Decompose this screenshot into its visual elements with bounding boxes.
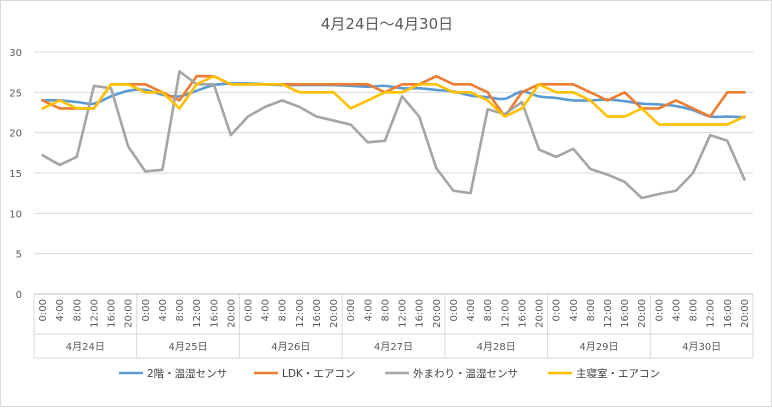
day-label: 4月29日 bbox=[579, 341, 618, 353]
x-tick-label: 20:00 bbox=[535, 299, 546, 328]
legend-label: LDK・エアコン bbox=[282, 368, 355, 380]
x-tick-label: 20:00 bbox=[637, 299, 648, 328]
legend-label: 主寝室・エアコン bbox=[576, 367, 660, 380]
x-tick-label: 12:00 bbox=[500, 299, 511, 328]
x-tick-label: 12:00 bbox=[603, 299, 614, 328]
x-tick-label: 4:00 bbox=[261, 299, 272, 321]
x-tick-label: 4:00 bbox=[55, 299, 66, 321]
y-tick-label: 15 bbox=[9, 169, 22, 180]
x-axis: 0:00 4:00 8:00 12:00 16:00 20:00 0:00 4:00 8:00 1… bbox=[33, 294, 754, 359]
legend-label: 2階・温湿センサ bbox=[147, 368, 227, 380]
series-lines bbox=[41, 70, 746, 200]
x-tick-label: 12:00 bbox=[706, 299, 717, 328]
x-tick-label: 16:00 bbox=[415, 299, 426, 328]
x-tick-label: 8:00 bbox=[689, 299, 700, 321]
x-tick-label: 8:00 bbox=[586, 299, 597, 321]
chart-title: 4月24日～4月30日 bbox=[321, 15, 453, 33]
series-line-4 bbox=[41, 74, 746, 126]
x-tick-label: 0:00 bbox=[346, 299, 357, 321]
x-tick-label: 12:00 bbox=[89, 299, 100, 328]
y-tick-label: 0 bbox=[16, 290, 22, 301]
x-tick-label: 4:00 bbox=[158, 299, 169, 321]
x-tick-label: 16:00 bbox=[517, 299, 528, 328]
y-tick-label: 10 bbox=[9, 209, 22, 220]
day-label: 4月28日 bbox=[477, 341, 516, 353]
x-tick-label: 16:00 bbox=[209, 299, 220, 328]
x-tick-label: 12:00 bbox=[398, 299, 409, 328]
x-tick-label: 20:00 bbox=[124, 299, 135, 328]
x-tick-label: 8:00 bbox=[278, 299, 289, 321]
x-tick-label: 0:00 bbox=[552, 299, 563, 321]
x-tick-label: 4:00 bbox=[363, 299, 374, 321]
legend-label: 外まわり・温湿センサ bbox=[413, 368, 518, 380]
x-tick-label: 4:00 bbox=[466, 299, 477, 321]
y-tick-label: 5 bbox=[16, 250, 22, 261]
x-tick-label: 16:00 bbox=[107, 299, 118, 328]
day-label: 4月26日 bbox=[271, 341, 310, 353]
y-axis-ticks: 0 5 10 15 20 25 30 bbox=[9, 48, 22, 301]
day-label: 4月27日 bbox=[374, 341, 413, 353]
x-tick-label: 20:00 bbox=[329, 299, 340, 328]
x-tick-label: 8:00 bbox=[380, 299, 391, 321]
x-tick-label: 20:00 bbox=[432, 299, 443, 328]
x-tick-label: 0:00 bbox=[141, 299, 152, 321]
legend: 2階・温湿センサ LDK・エアコン 外まわり・温湿センサ 主寝室・エアコン bbox=[119, 367, 660, 380]
x-tick-label: 16:00 bbox=[620, 299, 631, 328]
y-tick-label: 30 bbox=[9, 48, 22, 59]
x-tick-label: 16:00 bbox=[723, 299, 734, 328]
x-tick-label: 0:00 bbox=[243, 299, 254, 321]
series-line-3 bbox=[41, 70, 746, 200]
day-label: 4月25日 bbox=[169, 341, 208, 353]
day-label: 4月24日 bbox=[66, 341, 105, 353]
x-tick-label: 12:00 bbox=[192, 299, 203, 328]
x-tick-label: 0:00 bbox=[654, 299, 665, 321]
x-tick-label: 16:00 bbox=[312, 299, 323, 328]
y-tick-label: 20 bbox=[9, 129, 22, 140]
day-label: 4月30日 bbox=[682, 341, 721, 353]
y-tick-label: 25 bbox=[9, 88, 22, 99]
series-line-2 bbox=[41, 74, 746, 118]
x-tick-label: 20:00 bbox=[740, 299, 751, 328]
x-tick-label: 4:00 bbox=[671, 299, 682, 321]
x-tick-label: 4:00 bbox=[569, 299, 580, 321]
x-tick-label: 12:00 bbox=[295, 299, 306, 328]
x-tick-label: 8:00 bbox=[175, 299, 186, 321]
x-tick-label: 20:00 bbox=[226, 299, 237, 328]
x-tick-label: 8:00 bbox=[72, 299, 83, 321]
x-tick-label: 0:00 bbox=[449, 299, 460, 321]
x-tick-label: 0:00 bbox=[38, 299, 49, 321]
x-tick-label: 8:00 bbox=[483, 299, 494, 321]
